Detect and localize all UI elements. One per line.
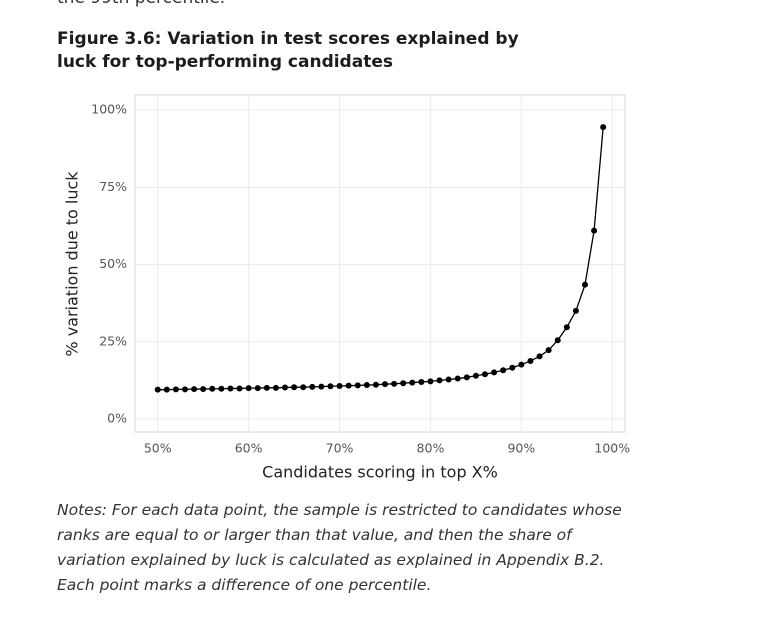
data-point [363,382,370,389]
data-point [182,386,188,393]
y-tick-label: 100% [91,102,127,117]
y-tick-label: 75% [99,179,127,194]
data-point [518,361,525,368]
chart: Candidates scoring in top X% % variation… [63,94,630,482]
data-point [354,382,361,389]
data-point [336,382,343,389]
data-point [245,385,252,392]
grid [135,95,625,432]
x-tick-label: 90% [507,441,535,456]
data-point [327,383,334,390]
chart-title: Figure 3.6: Variation in test scores exp… [57,29,519,72]
data-point [600,124,607,131]
data-point [200,386,207,393]
data-point [218,385,225,392]
data-point [300,384,307,391]
data-point [236,385,243,392]
data-point [545,347,552,354]
data-point [445,376,452,383]
data-point [382,381,388,388]
data-point [309,383,316,390]
y-tick-label: 0% [107,411,127,426]
data-point [254,385,261,392]
data-point [263,384,270,391]
x-tick-label: 100% [594,441,630,456]
y-tick-label: 50% [99,256,127,271]
data-point [209,385,216,392]
panel [134,94,626,433]
data-point [572,307,579,314]
data-point [591,227,598,234]
y-tick-label: 25% [99,333,127,348]
data-point [372,381,379,388]
y-axis-title: % variation due to luck [63,171,82,357]
data-point [272,384,279,391]
data-point [509,364,516,371]
data-point [527,357,534,364]
x-tick-label: 80% [417,441,445,456]
data-point [427,378,434,385]
data-point [291,384,298,391]
data-point [536,353,543,360]
x-tick-label: 50% [144,441,172,456]
cut-line: the 99th percentile. [57,0,225,8]
data-point [500,367,507,374]
x-axis-title: Candidates scoring in top X% [262,463,498,482]
data-point [227,385,234,392]
data-point [172,386,179,393]
data-point [491,369,498,376]
data-point [391,380,398,387]
data-point [163,386,170,393]
data-point [563,324,570,331]
data-point [436,377,443,384]
data-point [463,374,470,381]
x-tick-label: 60% [235,441,263,456]
data-point [472,372,479,379]
data-point [154,386,161,393]
data-point [318,383,325,390]
data-point [554,337,561,344]
data-point [400,380,407,387]
data-point [345,382,352,389]
x-tick-label: 70% [326,441,354,456]
data-point [454,375,461,382]
data-point [582,281,588,288]
notes: Notes: For each data point, the sample i… [57,501,622,594]
data-point [191,386,198,393]
data-point [418,378,425,385]
data-point [482,371,488,378]
data-point [409,379,416,386]
data-point [282,384,288,391]
